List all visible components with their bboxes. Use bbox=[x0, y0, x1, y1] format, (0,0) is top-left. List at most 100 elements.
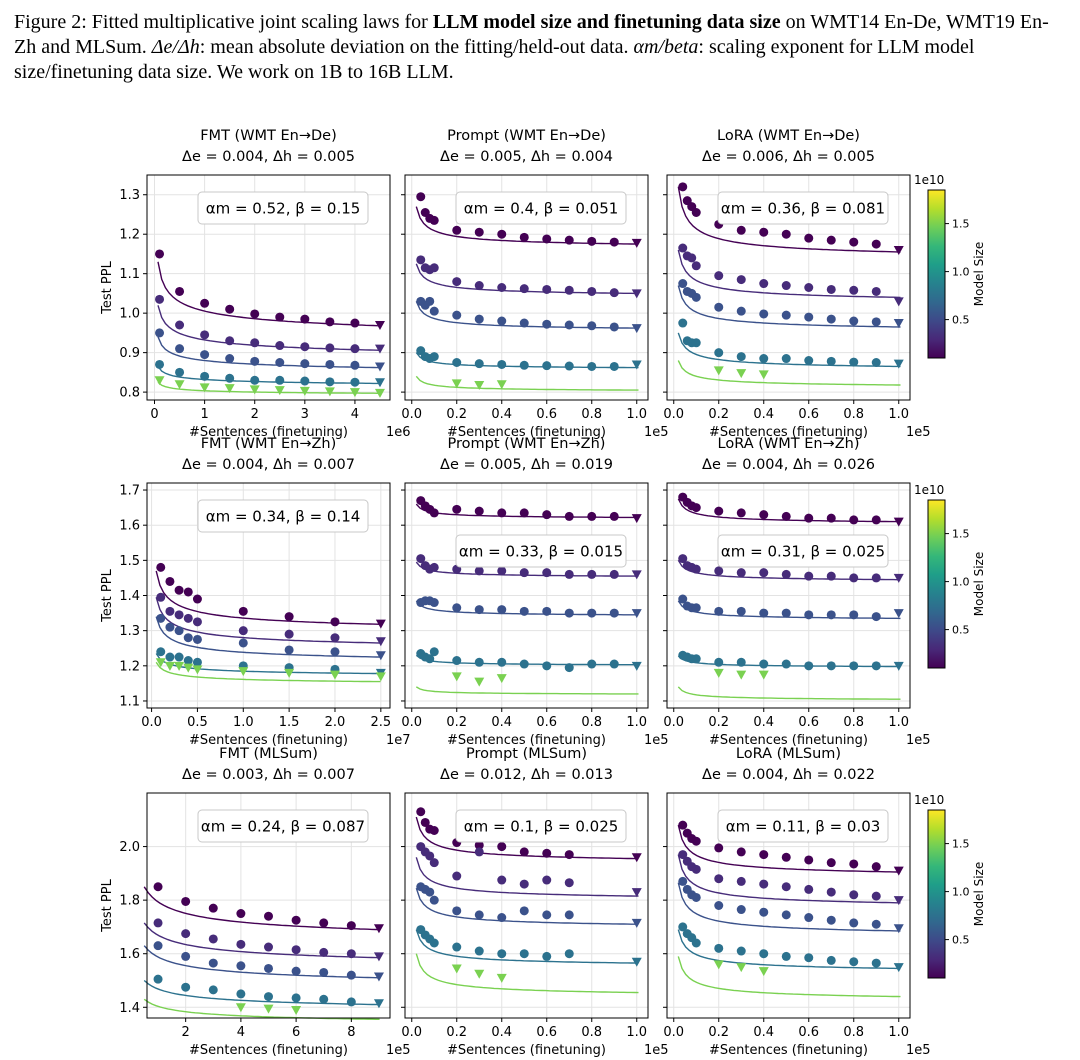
data-point-16B bbox=[429, 508, 439, 518]
colorbar-tick-label: 0.5 bbox=[952, 314, 970, 327]
x-axis-label: #Sentences (finetuning) bbox=[447, 733, 606, 748]
axes-frame bbox=[146, 174, 391, 401]
colorbar-label: Model Size bbox=[972, 862, 986, 926]
heldout-point-1B bbox=[736, 963, 747, 973]
data-point-8B bbox=[871, 891, 881, 901]
data-point-4B bbox=[153, 941, 163, 951]
data-point-4B bbox=[587, 321, 597, 331]
data-point-8B bbox=[691, 261, 701, 271]
caption-rest-2: : mean absolute deviation on the fitting… bbox=[199, 36, 634, 58]
heldout-point-2B bbox=[631, 957, 642, 967]
data-point-16B bbox=[192, 594, 202, 604]
data-point-16B bbox=[429, 826, 439, 835]
heldout-point-8B bbox=[374, 344, 385, 354]
data-point-4B bbox=[181, 951, 191, 961]
y-tick-label: 1.0 bbox=[119, 307, 140, 322]
x-tick-label: 1.0 bbox=[888, 715, 909, 730]
data-point-4B bbox=[871, 612, 881, 622]
x-tick-label: 2 bbox=[182, 1025, 190, 1040]
data-point-4B bbox=[564, 320, 574, 330]
data-point-8B bbox=[474, 566, 484, 576]
data-point-4B bbox=[200, 350, 210, 360]
data-point-8B bbox=[826, 571, 836, 581]
data-point-16B bbox=[826, 513, 836, 523]
data-point-16B bbox=[174, 585, 184, 595]
x-tick-label: 0.2 bbox=[446, 715, 467, 730]
data-point-16B bbox=[325, 317, 335, 327]
fit-curve-4B bbox=[415, 301, 639, 329]
x-tick-label: 0.8 bbox=[581, 715, 602, 730]
data-point-4B bbox=[691, 892, 701, 902]
data-point-4B bbox=[714, 901, 724, 910]
x-tick-label: 1.0 bbox=[233, 715, 254, 730]
colorbar-gradient bbox=[927, 809, 946, 979]
x-tick-label: 0.0 bbox=[401, 1025, 422, 1040]
y-tick-label: 1.1 bbox=[119, 694, 140, 709]
data-point-16B bbox=[416, 807, 426, 817]
x-axis-multiplier: 1e5 bbox=[386, 1043, 411, 1058]
colorbar-multiplier: 1e10 bbox=[914, 483, 944, 497]
y-tick-label: 0.8 bbox=[119, 386, 140, 401]
heldout-point-8B bbox=[631, 888, 642, 898]
data-point-4B bbox=[781, 910, 791, 920]
data-point-2B bbox=[609, 659, 619, 669]
data-point-4B bbox=[238, 638, 248, 648]
x-tick-label: 8 bbox=[347, 1025, 355, 1040]
data-point-16B bbox=[200, 298, 210, 308]
data-point-8B bbox=[275, 341, 285, 351]
chart-subtitle: Δe = 0.006, Δh = 0.005 bbox=[702, 149, 875, 165]
fit-curve-1B bbox=[415, 686, 639, 695]
y-tick-label: 0.9 bbox=[119, 346, 140, 361]
heldout-point-1B bbox=[451, 964, 462, 974]
data-point-2B bbox=[519, 949, 529, 959]
data-point-8B bbox=[781, 569, 791, 579]
data-point-4B bbox=[236, 961, 246, 971]
annotation-box bbox=[717, 191, 889, 225]
data-point-4B bbox=[691, 292, 701, 302]
x-tick-label: 0.6 bbox=[798, 715, 819, 730]
x-tick-label: 0.6 bbox=[536, 407, 557, 422]
data-point-2B bbox=[759, 949, 769, 959]
data-point-8B bbox=[804, 884, 814, 894]
heldout-point-1B bbox=[249, 385, 260, 395]
data-point-16B bbox=[452, 225, 462, 235]
data-point-16B bbox=[155, 249, 165, 259]
data-point-4B bbox=[542, 910, 552, 920]
data-point-4B bbox=[497, 605, 507, 615]
annotation-box bbox=[717, 534, 889, 568]
data-point-16B bbox=[153, 882, 163, 892]
fit-curve-2B bbox=[157, 365, 381, 385]
heldout-point-1B bbox=[329, 670, 340, 680]
annotation-box bbox=[197, 809, 369, 843]
data-point-4B bbox=[429, 895, 439, 905]
heldout-point-4B bbox=[374, 362, 385, 372]
data-point-4B bbox=[826, 314, 836, 324]
data-point-16B bbox=[871, 515, 881, 525]
data-point-2B bbox=[609, 361, 619, 371]
data-point-4B bbox=[452, 906, 462, 916]
fit-curve-4B bbox=[677, 285, 901, 328]
annotation-text: αm = 0.36, β = 0.081 bbox=[721, 200, 885, 218]
heldout-point-1B bbox=[349, 388, 360, 398]
heldout-point-1B bbox=[736, 369, 747, 379]
data-point-4B bbox=[564, 608, 574, 618]
chart-panel-7: 2 4 6 8 1.4 1.6 1.8 2.0 FMT (MLSum) Δe = 0.003, Δ… bbox=[100, 746, 411, 1058]
heldout-point-2B bbox=[631, 661, 642, 671]
caption-lead: Figure 2: Fitted multiplicative joint sc… bbox=[14, 11, 433, 33]
data-point-8B bbox=[691, 564, 701, 574]
heldout-point-1B bbox=[274, 386, 285, 396]
fit-curve-1B bbox=[157, 381, 381, 394]
data-point-8B bbox=[714, 271, 724, 281]
heldout-point-4B bbox=[893, 319, 904, 329]
x-tick-label: 0.8 bbox=[843, 407, 864, 422]
x-axis-label: #Sentences (finetuning) bbox=[189, 425, 348, 440]
data-point-16B bbox=[291, 915, 301, 925]
fit-curve-8B bbox=[677, 249, 901, 299]
heldout-point-8B bbox=[893, 896, 904, 906]
data-point-8B bbox=[208, 934, 218, 944]
data-point-2B bbox=[759, 354, 769, 364]
data-point-4B bbox=[804, 610, 814, 620]
data-point-16B bbox=[871, 862, 881, 872]
x-tick-label: 4 bbox=[237, 1025, 245, 1040]
